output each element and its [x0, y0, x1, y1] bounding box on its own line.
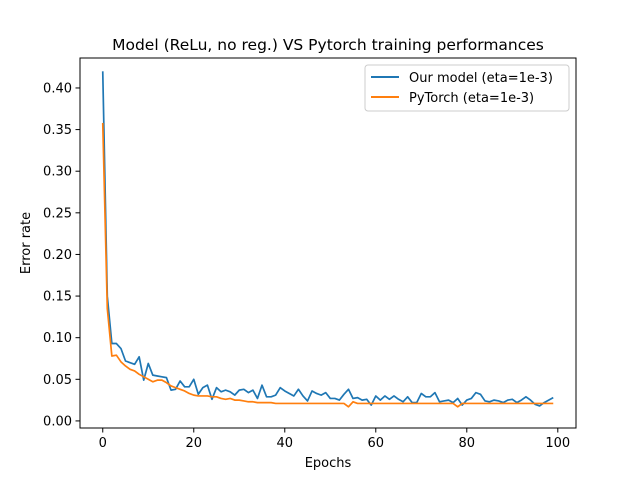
- series-layer: [101, 71, 554, 408]
- series-line-our-model: [101, 71, 554, 407]
- y-tick-label: 0.30: [43, 165, 72, 180]
- legend-label-pytorch: PyTorch (eta=1e-3): [409, 91, 534, 106]
- legend-label-our-model: Our model (eta=1e-3): [409, 71, 553, 86]
- y-tick-label: 0.00: [43, 414, 72, 429]
- series-line-pytorch: [101, 122, 554, 408]
- x-tick-label: 20: [185, 436, 202, 451]
- chart-title: Model (ReLu, no reg.) VS Pytorch trainin…: [112, 36, 544, 54]
- x-axis-ticks: 0 20 40 60 80 100: [99, 428, 570, 451]
- y-axis-label: Error rate: [19, 212, 34, 274]
- x-tick-label: 60: [368, 436, 385, 451]
- x-tick-label: 100: [545, 436, 570, 451]
- y-tick-label: 0.35: [43, 123, 72, 138]
- y-axis-ticks: 0.00 0.05 0.10 0.15 0.20 0.25 0.30 0.35 0.40: [43, 81, 80, 429]
- y-tick-label: 0.20: [43, 248, 72, 263]
- y-tick-label: 0.10: [43, 331, 72, 346]
- y-tick-label: 0.40: [43, 81, 72, 96]
- legend-box: [364, 64, 570, 112]
- plot-area-frame: [79, 57, 577, 429]
- x-tick-label: 0: [99, 436, 107, 451]
- x-axis-label: Epochs: [305, 456, 352, 471]
- x-tick-label: 40: [276, 436, 293, 451]
- y-tick-label: 0.05: [43, 373, 72, 388]
- y-tick-label: 0.25: [43, 206, 72, 221]
- x-tick-label: 80: [459, 436, 476, 451]
- legend: Our model (eta=1e-3) PyTorch (eta=1e-3): [364, 64, 570, 112]
- y-tick-label: 0.15: [43, 290, 72, 305]
